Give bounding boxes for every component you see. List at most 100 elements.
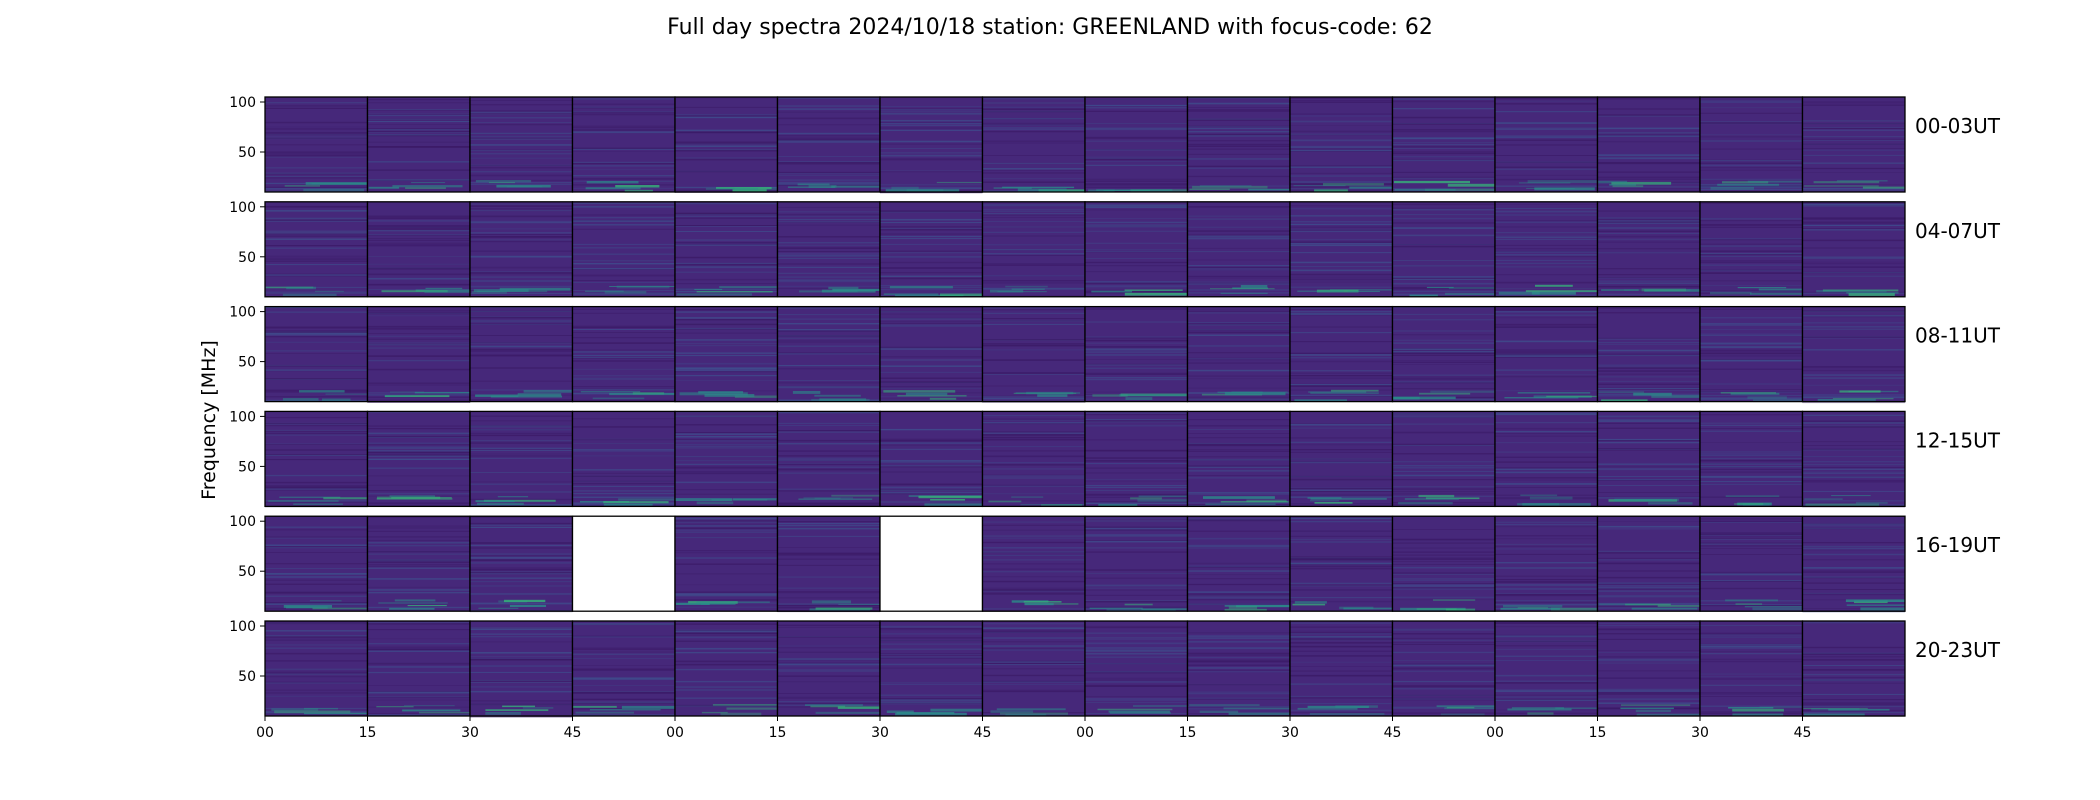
- spectral-line: [265, 487, 368, 489]
- activity-band: [1828, 708, 1890, 711]
- spectral-line: [1802, 349, 1905, 351]
- spectral-line: [572, 469, 675, 471]
- spectral-line: [470, 380, 573, 382]
- spectral-line: [1392, 488, 1495, 490]
- spectral-line: [1290, 632, 1393, 634]
- spectral-line: [1802, 129, 1905, 131]
- spectral-line: [572, 623, 675, 625]
- spectral-line: [1392, 633, 1495, 635]
- spectral-line: [1495, 259, 1598, 261]
- spectral-line: [1187, 207, 1290, 208]
- spectral-line: [982, 422, 1085, 424]
- spectral-line: [265, 177, 368, 179]
- activity-band: [603, 501, 669, 504]
- spectral-line: [367, 355, 470, 357]
- spectral-line: [675, 473, 778, 475]
- spectrum-panel: [1084, 410, 1189, 508]
- spectral-line: [1495, 208, 1598, 209]
- activity-band: [585, 187, 641, 190]
- spectral-line: [1187, 429, 1290, 430]
- spectral-line: [1495, 100, 1598, 102]
- spectral-line: [1290, 638, 1393, 641]
- activity-band: [1015, 392, 1081, 394]
- spectral-line: [777, 111, 880, 113]
- spectral-line: [572, 351, 675, 353]
- x-tick-label: 00: [1486, 725, 1504, 741]
- spectral-line: [1802, 315, 1905, 317]
- spectral-line: [1290, 488, 1393, 489]
- panel-background: [1290, 621, 1393, 716]
- spectral-line: [1290, 565, 1393, 567]
- spectral-line: [1597, 587, 1700, 589]
- spectral-line: [1187, 323, 1290, 325]
- spectral-line: [1495, 521, 1598, 524]
- spectral-line: [265, 151, 368, 154]
- spectral-line: [1597, 186, 1700, 188]
- spectral-line: [777, 604, 880, 607]
- activity-band: [1220, 501, 1289, 503]
- spectral-line: [572, 475, 675, 477]
- spectral-line: [1700, 355, 1803, 357]
- spectral-line: [1700, 342, 1803, 345]
- activity-band: [1419, 392, 1471, 395]
- activity-band: [996, 708, 1066, 711]
- spectral-line: [1597, 702, 1700, 704]
- row-time-label: 08-11UT: [1915, 324, 2001, 348]
- activity-band: [676, 293, 752, 296]
- spectral-line: [572, 368, 675, 370]
- spectral-line: [1392, 585, 1495, 588]
- spectral-line: [880, 460, 983, 462]
- spectral-line: [1597, 670, 1700, 672]
- spectral-line: [1597, 251, 1700, 254]
- spectral-line: [1802, 699, 1905, 701]
- activity-band: [675, 498, 732, 501]
- spectral-line: [675, 225, 778, 227]
- spectral-line: [880, 640, 983, 641]
- spectral-line: [470, 306, 573, 309]
- spectral-line: [572, 106, 675, 109]
- spectral-line: [470, 593, 573, 595]
- spectral-line: [1597, 466, 1700, 468]
- spectral-line: [777, 161, 880, 163]
- x-tick-label: 15: [1589, 725, 1607, 741]
- spectral-line: [1085, 585, 1188, 587]
- activity-band: [392, 185, 463, 188]
- spectral-line: [1495, 640, 1598, 642]
- spectral-line: [982, 571, 1085, 573]
- spectral-line: [470, 449, 573, 450]
- spectral-line: [777, 625, 880, 627]
- spectral-line: [675, 149, 778, 151]
- spectral-line: [572, 485, 675, 487]
- spectral-line: [1802, 567, 1905, 569]
- spectral-line: [1597, 476, 1700, 477]
- spectral-line: [367, 638, 470, 640]
- spectral-line: [1290, 521, 1393, 523]
- spectral-line: [982, 552, 1085, 554]
- spectral-line: [777, 469, 880, 471]
- panel-background: [265, 201, 368, 297]
- spectral-line: [265, 692, 368, 694]
- spectral-line: [572, 649, 675, 650]
- spectral-line: [470, 342, 573, 343]
- spectral-line: [675, 591, 778, 593]
- spectral-line: [1392, 388, 1495, 390]
- spectral-line: [1597, 308, 1700, 309]
- spectral-line: [367, 179, 470, 181]
- spectral-line: [1597, 440, 1700, 442]
- spectral-line: [1495, 390, 1598, 392]
- spectral-line: [1187, 437, 1290, 439]
- spectral-line: [1085, 281, 1188, 283]
- spectral-line: [982, 264, 1085, 266]
- spectral-line: [675, 116, 778, 118]
- spectral-line: [1290, 215, 1393, 217]
- spectral-line: [1802, 336, 1905, 338]
- spectrum-panel: [776, 515, 881, 613]
- spectral-line: [1597, 140, 1700, 143]
- x-tick-label: 45: [564, 725, 582, 741]
- spectral-line: [470, 555, 573, 557]
- spectral-line: [880, 657, 983, 659]
- spectral-line: [367, 226, 470, 228]
- spectral-line: [1290, 113, 1393, 115]
